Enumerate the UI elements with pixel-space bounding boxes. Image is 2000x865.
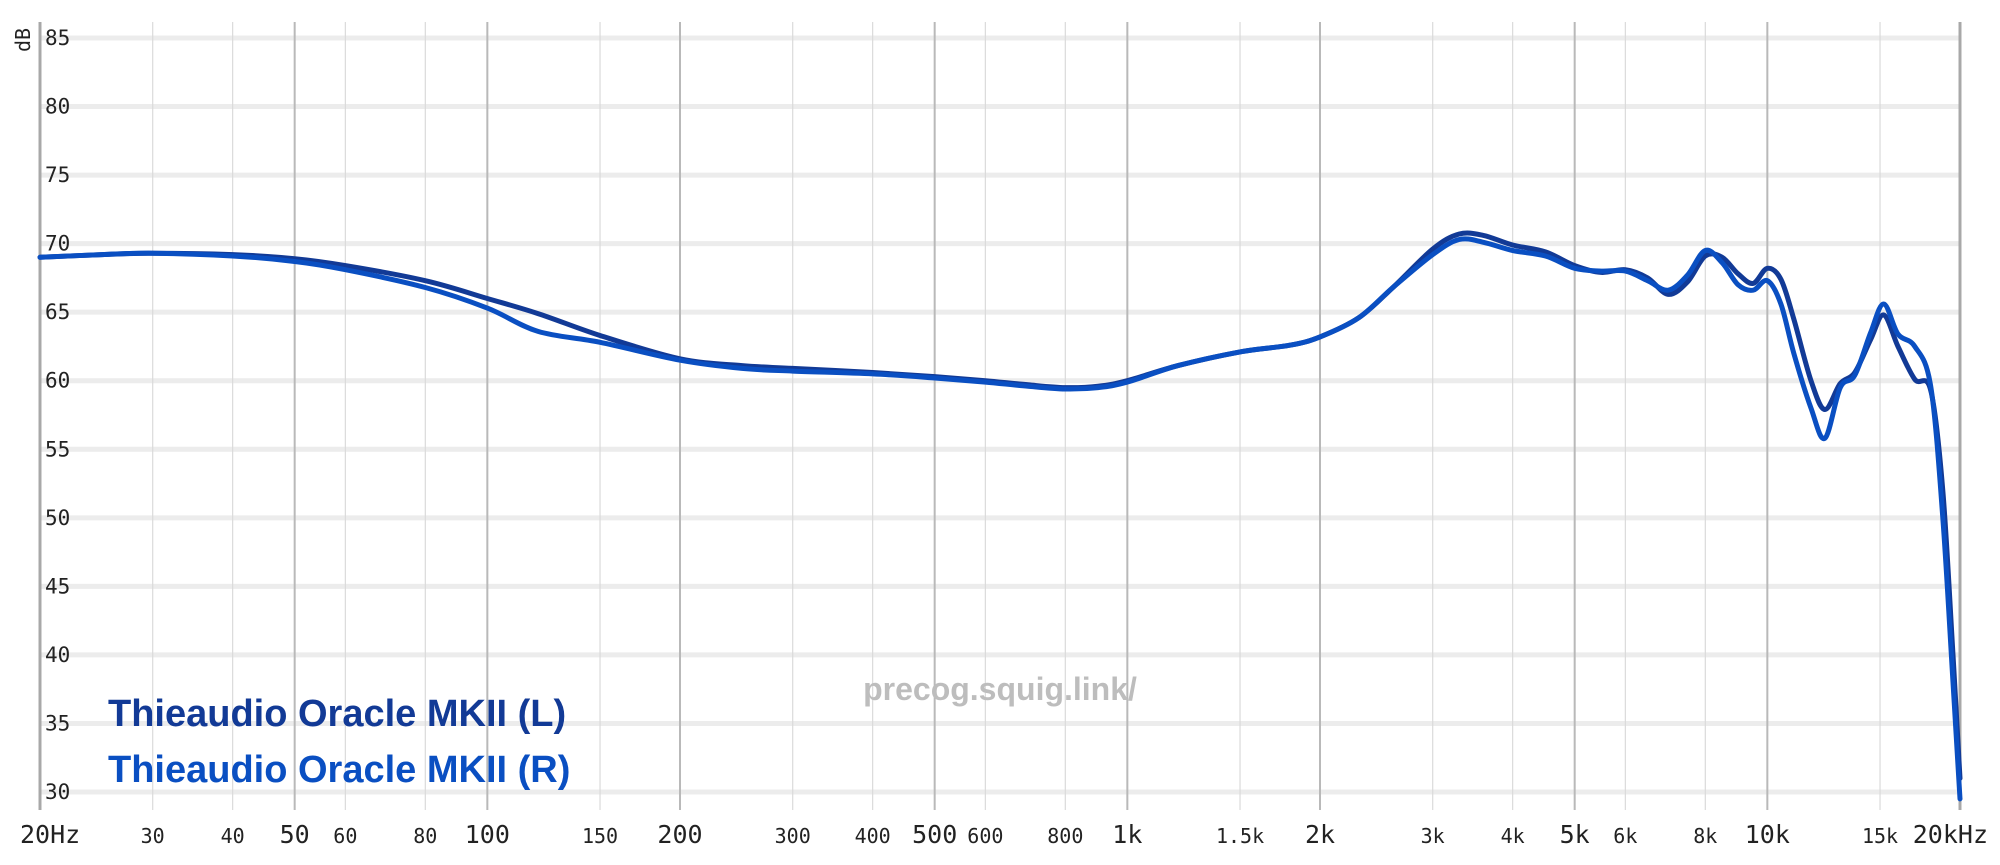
y-tick-label-40: 40 — [45, 643, 70, 667]
x-tick-label-6k: 6k — [1613, 824, 1637, 848]
x-tick-label-150: 150 — [582, 824, 618, 848]
y-tick-label-55: 55 — [45, 437, 70, 461]
watermark: precog.squig.link/ — [863, 671, 1137, 707]
x-tick-label-1.5k: 1.5k — [1216, 824, 1264, 848]
y-tick-label-70: 70 — [45, 232, 70, 256]
y-tick-label-50: 50 — [45, 506, 70, 530]
legend: Thieaudio Oracle MKII (L) Thieaudio Oracl… — [108, 693, 570, 791]
x-tick-label-500: 500 — [912, 820, 957, 849]
x-tick-label-40: 40 — [221, 824, 245, 848]
y-tick-label-35: 35 — [45, 711, 70, 735]
x-tick-label-100: 100 — [465, 820, 510, 849]
x-tick-label-60: 60 — [333, 824, 357, 848]
y-tick-label-30: 30 — [45, 780, 70, 804]
x-tick-label-5k: 5k — [1560, 820, 1590, 849]
x-tick-label-10k: 10k — [1745, 820, 1790, 849]
x-tick-label-4k: 4k — [1501, 824, 1525, 848]
x-tick-label-30: 30 — [141, 824, 165, 848]
legend-entry-right: Thieaudio Oracle MKII (R) — [108, 749, 570, 791]
y-tick-label-60: 60 — [45, 369, 70, 393]
y-tick-label-75: 75 — [45, 163, 70, 187]
x-tick-label-2k: 2k — [1305, 820, 1335, 849]
x-tick-label-400: 400 — [855, 824, 891, 848]
y-tick-label-65: 65 — [45, 300, 70, 324]
y-tick-label-45: 45 — [45, 574, 70, 598]
series — [37, 230, 1963, 802]
y-tick-label-80: 80 — [45, 95, 70, 119]
x-tick-label-3k: 3k — [1421, 824, 1445, 848]
x-tick-label-50: 50 — [280, 820, 310, 849]
series-line-right — [37, 236, 1963, 802]
x-tick-label-15k: 15k — [1862, 824, 1898, 848]
y-axis-label: dB — [11, 28, 35, 52]
axes: 85 80 75 70 65 60 55 50 45 40 35 30 20Hz 30 40 50 60 80 10… — [20, 22, 1988, 849]
x-tick-label-80: 80 — [413, 824, 437, 848]
legend-entry-left: Thieaudio Oracle MKII (L) — [108, 693, 566, 735]
x-tick-label-20Hz: 20Hz — [20, 820, 80, 849]
x-tick-label-800: 800 — [1047, 824, 1083, 848]
y-tick-label-85: 85 — [45, 26, 70, 50]
x-tick-label-300: 300 — [775, 824, 811, 848]
x-tick-label-200: 200 — [657, 820, 702, 849]
x-tick-label-600: 600 — [967, 824, 1003, 848]
x-tick-label-20kHz: 20kHz — [1913, 820, 1988, 849]
x-tick-label-1k: 1k — [1112, 820, 1142, 849]
x-tick-label-8k: 8k — [1693, 824, 1717, 848]
